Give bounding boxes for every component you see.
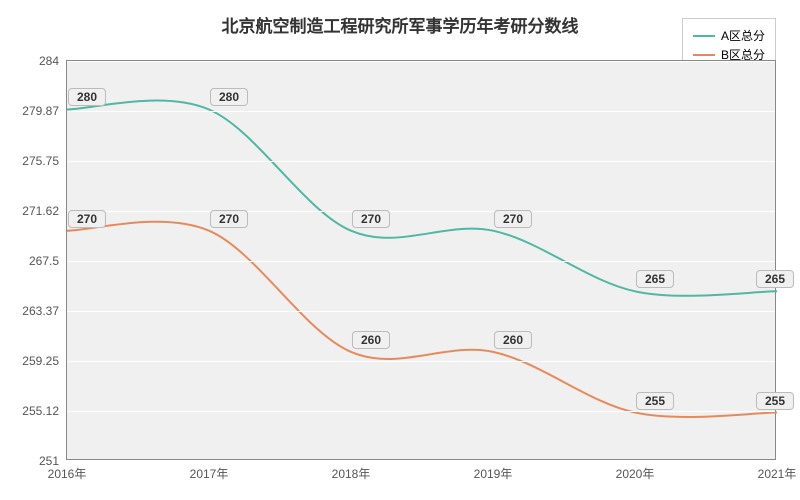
data-label: 265	[756, 270, 794, 288]
data-label: 270	[210, 210, 248, 228]
ytick-label: 255.12	[22, 404, 67, 418]
gridline-h	[67, 461, 775, 462]
xtick-label: 2016年	[48, 459, 87, 482]
xtick-label: 2020年	[616, 459, 655, 482]
xtick-label: 2019年	[474, 459, 513, 482]
ytick-label: 279.87	[22, 104, 67, 118]
ytick-label: 271.62	[22, 204, 67, 218]
data-label: 260	[352, 331, 390, 349]
series-line-0	[67, 101, 777, 296]
xtick-label: 2021年	[758, 459, 797, 482]
data-label: 255	[636, 392, 674, 410]
gridline-h	[67, 411, 775, 412]
gridline-h	[67, 261, 775, 262]
ytick-label: 275.75	[22, 154, 67, 168]
data-label: 270	[68, 210, 106, 228]
chart-title: 北京航空制造工程研究所军事学历年考研分数线	[222, 12, 579, 37]
data-label: 265	[636, 270, 674, 288]
xtick-label: 2017年	[190, 459, 229, 482]
legend-swatch-a	[693, 35, 715, 37]
data-label: 280	[210, 88, 248, 106]
xtick-label: 2018年	[332, 459, 371, 482]
data-label: 255	[756, 392, 794, 410]
ytick-label: 267.5	[29, 254, 67, 268]
legend-label-a: A区总分	[721, 27, 765, 44]
chart-container: 北京航空制造工程研究所军事学历年考研分数线 A区总分 B区总分 251255.1…	[0, 0, 800, 500]
data-label: 260	[494, 331, 532, 349]
plot-area: 251255.12259.25263.37267.5271.62275.7527…	[66, 60, 776, 460]
data-label: 270	[494, 210, 532, 228]
gridline-h	[67, 111, 775, 112]
legend-item-a: A区总分	[693, 27, 765, 44]
gridline-h	[67, 311, 775, 312]
data-label: 270	[352, 210, 390, 228]
gridline-h	[67, 61, 775, 62]
ytick-label: 259.25	[22, 354, 67, 368]
series-line-1	[67, 222, 777, 417]
gridline-h	[67, 361, 775, 362]
legend-swatch-b	[693, 54, 715, 56]
ytick-label: 284	[39, 54, 67, 68]
ytick-label: 263.37	[22, 304, 67, 318]
gridline-h	[67, 211, 775, 212]
gridline-h	[67, 161, 775, 162]
data-label: 280	[68, 88, 106, 106]
